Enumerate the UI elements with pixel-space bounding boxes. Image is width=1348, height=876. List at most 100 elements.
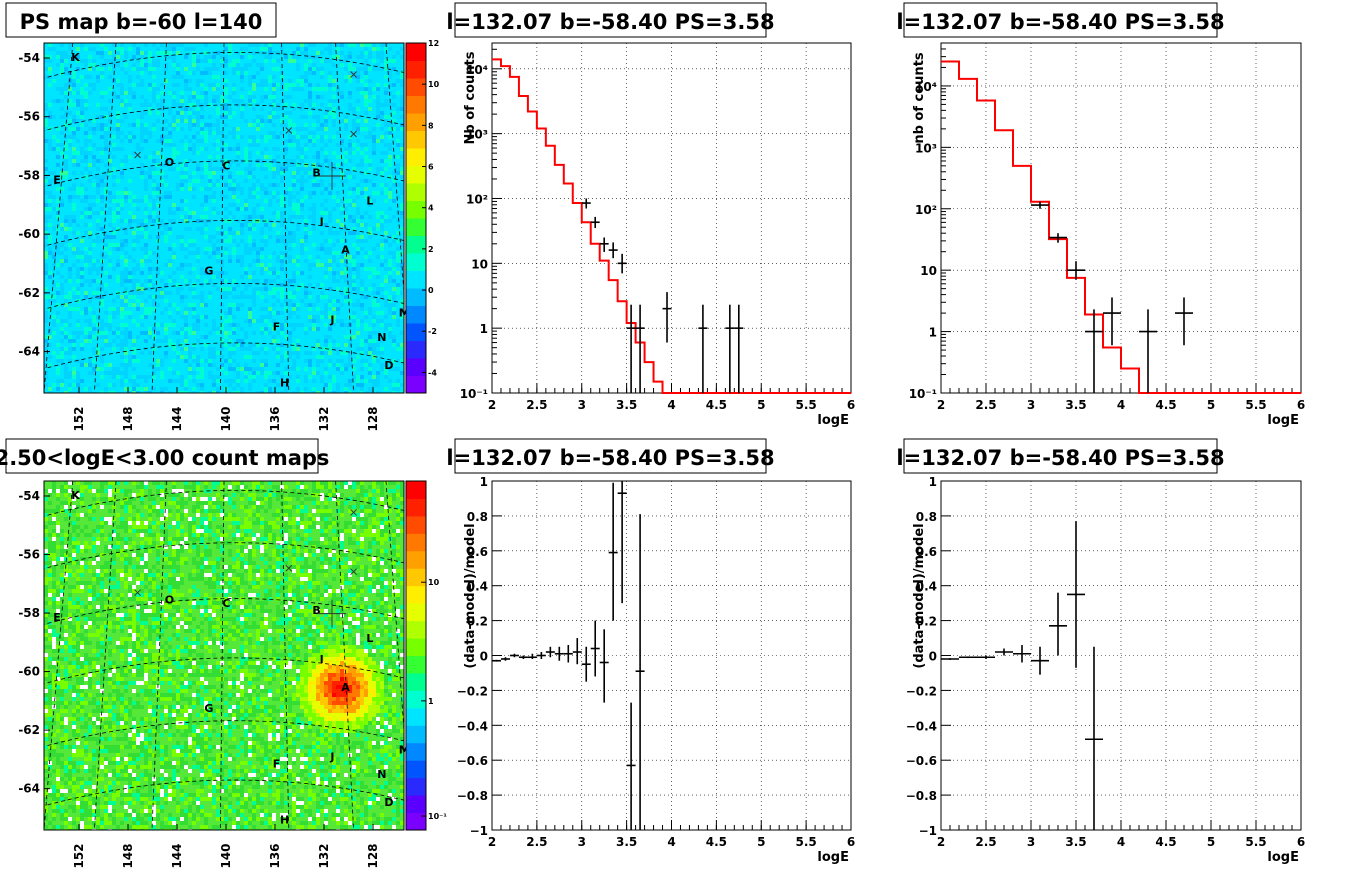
map-pixel [368,227,372,231]
map-pixel [220,243,224,247]
map-pixel [136,155,140,159]
map-pixel [384,203,388,207]
map-pixel [88,151,92,155]
map-pixel [136,211,140,215]
map-pixel [312,131,316,135]
map-pixel [160,231,164,235]
map-pixel [364,75,368,79]
map-pixel [148,159,152,163]
map-pixel [152,167,156,171]
map-pixel [220,55,224,59]
map-pixel [64,159,68,163]
map-pixel [356,55,360,59]
map-pixel [348,111,352,115]
map-pixel [140,123,144,127]
map-pixel [64,223,68,227]
map-pixel [104,183,108,187]
map-pixel [240,163,244,167]
map-pixel [224,131,228,135]
map-pixel [380,111,384,115]
map-pixel [392,115,396,119]
map-pixel [56,251,60,255]
map-pixel [132,231,136,235]
map-pixel [160,59,164,63]
map-pixel [200,151,204,155]
map-pixel [88,195,92,199]
map-pixel [220,111,224,115]
map-pixel [212,127,216,131]
map-pixel [248,135,252,139]
map-pixel [292,83,296,87]
map-pixel [268,147,272,151]
map-pixel [104,139,108,143]
map-pixel [224,119,228,123]
map-pixel [372,239,376,243]
map-pixel [380,163,384,167]
map-pixel [52,75,56,79]
map-pixel [252,203,256,207]
map-pixel [400,123,404,127]
map-pixel [212,83,216,87]
map-pixel [296,159,300,163]
map-pixel [260,103,264,107]
map-pixel [212,167,216,171]
map-pixel [136,123,140,127]
map-pixel [132,219,136,223]
map-pixel [264,235,268,239]
map-pixel [364,195,368,199]
map-pixel [112,67,116,71]
map-pixel [96,51,100,55]
map-pixel [220,179,224,183]
map-pixel [296,67,300,71]
map-pixel [196,219,200,223]
map-pixel [336,103,340,107]
map-pixel [100,219,104,223]
map-pixel [356,179,360,183]
map-pixel [152,203,156,207]
map-pixel [52,51,56,55]
map-pixel [140,131,144,135]
map-pixel [140,55,144,59]
map-pixel [104,263,108,267]
map-pixel [152,103,156,107]
map-pixel [312,255,316,259]
map-pixel [44,239,48,243]
map-pixel [168,167,172,171]
map-pixel [196,67,200,71]
map-pixel [268,203,272,207]
map-pixel [396,143,400,147]
map-pixel [272,159,276,163]
map-pixel [344,179,348,183]
map-pixel [72,131,76,135]
map-pixel [400,151,404,155]
map-pixel [332,115,336,119]
map-pixel [264,127,268,131]
map-pixel [132,103,136,107]
map-pixel [144,99,148,103]
map-pixel [124,207,128,211]
map-pixel [168,215,172,219]
map-pixel [372,71,376,75]
map-pixel [264,215,268,219]
map-pixel [92,231,96,235]
map-pixel [140,63,144,67]
map-pixel [388,119,392,123]
map-pixel [368,147,372,151]
map-pixel [400,107,404,111]
map-pixel [376,111,380,115]
map-pixel [248,171,252,175]
map-pixel [140,67,144,71]
map-pixel [308,243,312,247]
map-pixel [344,135,348,139]
map-pixel [76,55,80,59]
map-pixel [96,159,100,163]
map-pixel [156,67,160,71]
map-pixel [272,59,276,63]
map-pixel [392,63,396,67]
map-pixel [304,227,308,231]
map-pixel [372,75,376,79]
map-pixel [144,43,148,47]
map-pixel [352,75,356,79]
map-pixel [128,135,132,139]
map-pixel [180,259,184,263]
